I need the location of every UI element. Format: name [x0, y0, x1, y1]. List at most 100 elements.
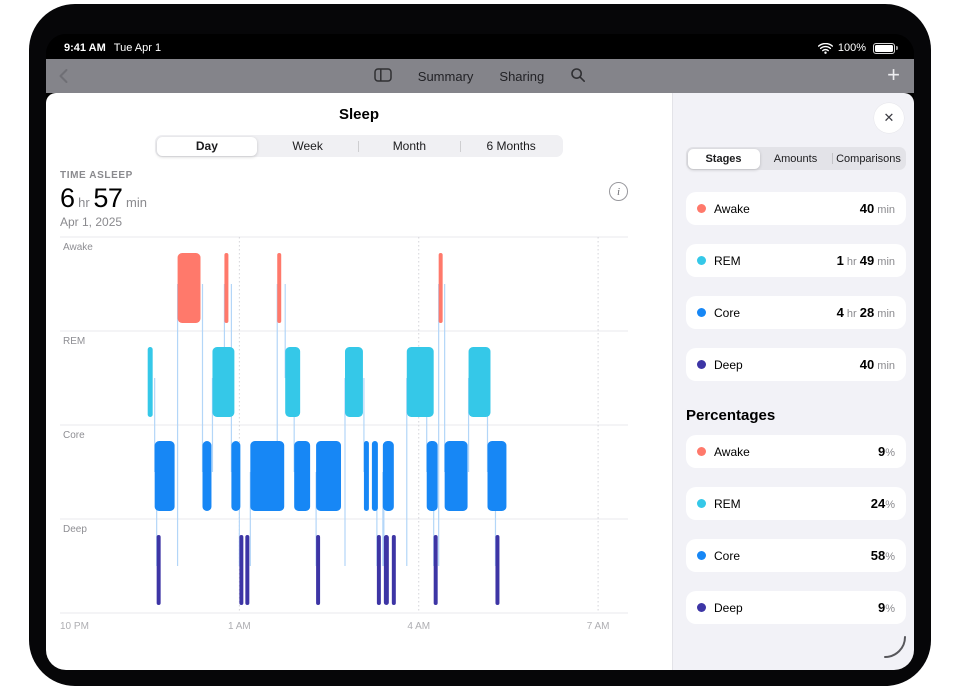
range-tab-week[interactable]: Week	[257, 137, 358, 156]
stage-percentage-list: Awake 9% REM 24% Core 58% Deep 9%	[686, 435, 906, 624]
value-number: 9	[877, 600, 886, 615]
navigation-bar: Summary Sharing +	[46, 59, 914, 93]
sleep-bar-core	[154, 441, 175, 511]
back-button[interactable]	[58, 68, 68, 87]
sleep-bar-core	[316, 441, 342, 511]
sleep-bar-deep	[376, 535, 381, 605]
sleep-bar-deep	[495, 535, 500, 605]
info-button[interactable]: i	[609, 182, 628, 201]
sleep-bar-deep	[383, 535, 389, 605]
value-unit: %	[885, 551, 895, 563]
sleep-bar-rem	[212, 347, 235, 417]
segment-divider	[831, 153, 833, 164]
stages-segmented-control: Stages Amounts Comparisons	[686, 147, 906, 170]
status-time: 9:41 AM	[64, 42, 106, 54]
stage-label: REM	[714, 253, 741, 268]
stage-value: 9%	[878, 444, 895, 459]
stage-label: Core	[714, 548, 741, 563]
range-tab-6-months[interactable]: 6 Months	[461, 137, 562, 156]
sleep-bar-rem	[344, 347, 363, 417]
stage-color-dot	[697, 256, 706, 265]
close-button[interactable]: ✕	[874, 103, 904, 133]
battery-nub	[895, 46, 898, 50]
value-unit: hr	[843, 256, 860, 268]
stage-color-dot	[697, 499, 706, 508]
range-tab-day[interactable]: Day	[156, 136, 258, 156]
search-button[interactable]	[570, 67, 586, 86]
stage-label: Deep	[714, 600, 743, 615]
value-unit: %	[885, 603, 895, 615]
stage-color-dot	[697, 308, 706, 317]
status-right: 100%	[817, 42, 898, 54]
sleep-bar-deep	[433, 535, 438, 605]
nav-center-group: Summary Sharing	[374, 67, 586, 86]
stage-label: Awake	[714, 444, 750, 459]
percentages-heading: Percentages	[686, 407, 776, 424]
sleep-bar-core	[371, 441, 378, 511]
status-date: Tue Apr 1	[113, 42, 162, 54]
segment-divider	[459, 140, 461, 152]
status-left: 9:41 AM Tue Apr 1	[64, 42, 161, 54]
x-tick-label: 4 AM	[407, 621, 430, 632]
corner-arc-decoration	[884, 636, 906, 658]
stage-value: 9%	[878, 600, 895, 615]
nav-item-sharing[interactable]: Sharing	[499, 68, 545, 84]
stage-percentage-row-core: Core 58%	[686, 539, 906, 572]
panel-tab-stages[interactable]: Stages	[687, 148, 760, 169]
value-unit: min	[874, 256, 895, 268]
sleep-bar-core	[231, 441, 241, 511]
sleep-bar-rem	[468, 347, 491, 417]
metric-label: TIME ASLEEP	[60, 170, 133, 181]
sleep-bar-deep	[316, 535, 321, 605]
panel-tab-comparisons[interactable]: Comparisons	[833, 149, 905, 169]
stage-value: 4 hr 28 min	[837, 305, 895, 320]
stage-label: Deep	[714, 357, 743, 372]
stage-duration-row-awake: Awake 40 min	[686, 192, 906, 225]
time-range-segmented-control: Day Week Month 6 Months	[155, 135, 563, 157]
stages-side-panel: ✕ Stages Amounts Comparisons Awake 40 min RE…	[672, 93, 914, 670]
sidebar-toggle-button[interactable]	[374, 67, 392, 85]
sleep-bar-awake	[177, 253, 201, 323]
value-number: 9	[877, 444, 886, 459]
battery-percent: 100%	[837, 42, 866, 54]
sleep-sheet: Sleep Day Week Month 6 Months TIME ASLEEP 6…	[46, 93, 914, 670]
x-tick-label: 7 AM	[587, 621, 610, 632]
sidebar-toggle-icon	[374, 67, 392, 82]
range-tab-month[interactable]: Month	[359, 137, 460, 156]
stage-label: REM	[714, 496, 741, 511]
value-unit: hr	[843, 308, 860, 320]
sleep-stages-chart[interactable]: Awake REM Core Deep 10 PM 1 AM 4 AM 7 AM	[46, 231, 672, 637]
stage-color-dot	[697, 603, 706, 612]
stage-percentage-row-awake: Awake 9%	[686, 435, 906, 468]
row-label-rem: REM	[63, 336, 85, 347]
value-unit: min	[874, 308, 895, 320]
sleep-bar-deep	[156, 535, 161, 605]
sleep-bar-rem	[285, 347, 301, 417]
sleep-bar-rem	[406, 347, 434, 417]
value-unit: min	[874, 204, 895, 216]
search-icon	[571, 67, 586, 82]
stage-color-dot	[697, 360, 706, 369]
battery-fill	[875, 44, 893, 52]
stage-value: 58%	[871, 548, 895, 563]
row-label-awake: Awake	[63, 242, 93, 253]
ipad-screen: 9:41 AM Tue Apr 1 100%	[46, 34, 914, 670]
stage-duration-row-core: Core 4 hr 28 min	[686, 296, 906, 329]
stage-value: 40 min	[860, 201, 895, 216]
value-unit: min	[122, 195, 147, 210]
nav-item-summary[interactable]: Summary	[417, 68, 474, 84]
panel-tab-amounts[interactable]: Amounts	[760, 149, 832, 169]
value-number: 24	[870, 496, 886, 511]
x-tick-label: 1 AM	[228, 621, 251, 632]
status-bar: 9:41 AM Tue Apr 1 100%	[46, 34, 914, 59]
metric-date: Apr 1, 2025	[60, 215, 123, 229]
stage-value: 24%	[871, 496, 895, 511]
sleep-bar-core	[363, 441, 369, 511]
sleep-bar-awake	[224, 253, 229, 323]
ipad-device-frame: 9:41 AM Tue Apr 1 100%	[29, 4, 931, 686]
sleep-bar-core	[382, 441, 394, 511]
sleep-bar-deep	[239, 535, 244, 605]
stage-color-dot	[697, 447, 706, 456]
stage-percentage-row-rem: REM 24%	[686, 487, 906, 520]
add-button[interactable]: +	[887, 62, 900, 87]
